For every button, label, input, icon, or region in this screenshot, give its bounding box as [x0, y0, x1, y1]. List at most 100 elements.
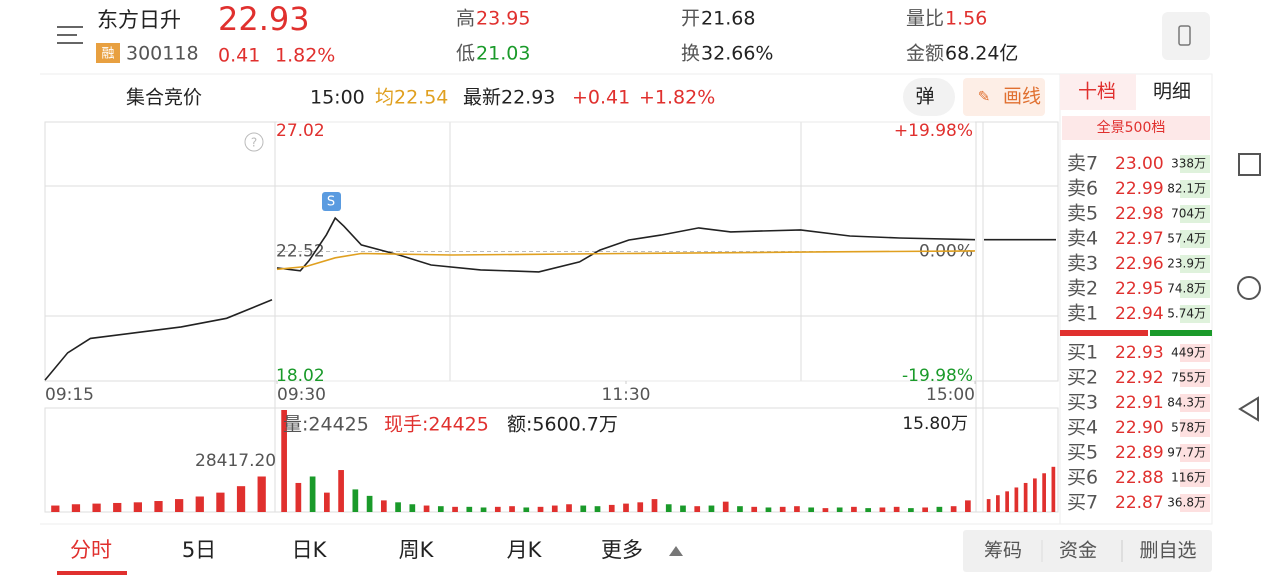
- level-price: 22.97: [1115, 229, 1164, 249]
- quote-pct: +1.82%: [639, 87, 715, 109]
- volume-bg: [1180, 394, 1210, 412]
- volume-bar: [751, 506, 758, 512]
- stat-label: 换: [681, 43, 700, 65]
- volume: 量:24425: [283, 414, 369, 436]
- volume-bar: [694, 506, 701, 512]
- tab-underline: [57, 571, 127, 575]
- level-price: 23.00: [1115, 154, 1164, 174]
- volume-bg: [1180, 494, 1210, 512]
- x-tick-label: 09:30: [277, 385, 326, 405]
- pre-volume-bar: [236, 486, 246, 512]
- device-button[interactable]: [1162, 12, 1210, 60]
- pop-button[interactable]: [903, 78, 955, 116]
- volume-bg: [1180, 205, 1210, 223]
- level-volume: 82.1万: [1167, 182, 1206, 196]
- level-label: 买2: [1067, 367, 1098, 389]
- volume-bar: [936, 506, 943, 512]
- action[interactable]: 删自选: [1139, 540, 1196, 562]
- volume-bar: [822, 508, 829, 512]
- book-tab[interactable]: 十档: [1078, 81, 1116, 103]
- chart-frame: [44, 121, 1059, 513]
- level-volume: 57.4万: [1167, 232, 1206, 246]
- level-label: 卖2: [1067, 278, 1098, 300]
- level-volume: 74.8万: [1167, 282, 1206, 296]
- book-title-bg[interactable]: [1062, 116, 1210, 140]
- volume-bg: [1180, 305, 1210, 323]
- stat-label: 开: [681, 8, 700, 30]
- tab[interactable]: 月K: [507, 538, 543, 562]
- pre-volume-bar: [216, 492, 225, 512]
- volume-bar: [566, 504, 572, 512]
- volume-bar: [594, 506, 601, 512]
- stat-value: 1.56: [945, 8, 987, 30]
- volume-bar: [865, 508, 872, 512]
- tab[interactable]: 更多: [601, 538, 643, 562]
- nav-recent[interactable]: [1238, 153, 1261, 176]
- level-volume: 704万: [1171, 207, 1206, 221]
- more-arrow[interactable]: [669, 546, 683, 556]
- volume-bar: [366, 495, 373, 512]
- stat-value: 21.68: [701, 8, 755, 30]
- volume-bar: [608, 504, 615, 512]
- draw-button[interactable]: [963, 78, 1045, 116]
- stock-code: 300118: [126, 43, 199, 65]
- level-volume: 84.3万: [1167, 396, 1206, 410]
- badge-bg: [96, 43, 120, 63]
- pct-tick-label: +19.98%: [894, 121, 973, 141]
- after-volume-bar: [1023, 482, 1028, 512]
- pre-volume-bar: [113, 502, 122, 512]
- nav-back[interactable]: [1238, 396, 1259, 422]
- level-volume: 23.9万: [1167, 257, 1206, 271]
- book-tab-active[interactable]: [1060, 74, 1136, 110]
- volume-bar: [722, 501, 729, 512]
- pre-volume-bar: [71, 504, 81, 512]
- volume-bg: [1180, 255, 1210, 273]
- nav-home[interactable]: [1237, 276, 1261, 300]
- volume-bar: [523, 507, 530, 512]
- change-pct: 1.82%: [275, 45, 335, 67]
- level-label: 卖5: [1067, 203, 1098, 225]
- hand: 现手:24425: [384, 414, 489, 436]
- level-price: 22.99: [1115, 179, 1164, 199]
- level-label: 买3: [1067, 392, 1098, 414]
- stat-value: 32.66%: [701, 43, 773, 65]
- level-label: 卖7: [1067, 153, 1098, 175]
- pop: 弹: [915, 86, 934, 108]
- book-tab[interactable]: 明细: [1153, 81, 1191, 103]
- volume-bar: [423, 505, 430, 512]
- level-price: 22.91: [1115, 393, 1164, 413]
- tab[interactable]: 周K: [399, 538, 435, 562]
- tab[interactable]: 分时: [70, 538, 112, 562]
- volume-bar: [879, 507, 886, 512]
- after-volume-bar: [1014, 487, 1019, 512]
- after-volume-bar: [1042, 473, 1046, 512]
- volume-bar: [950, 506, 957, 512]
- volume-bar: [551, 505, 558, 512]
- level-price: 22.89: [1115, 443, 1164, 463]
- pre-volume-bar: [51, 505, 60, 512]
- pre-volume-bar: [257, 476, 266, 512]
- volume-bar: [309, 476, 316, 512]
- tab[interactable]: 5日: [182, 538, 216, 562]
- after-volume-bar: [996, 495, 1000, 512]
- action[interactable]: 资金: [1059, 540, 1097, 562]
- volume-bar: [494, 506, 501, 512]
- stat-value: 23.95: [476, 8, 530, 30]
- volume-bar: [965, 500, 971, 512]
- after-volume-bar: [1005, 491, 1009, 512]
- volume-bar: [537, 506, 544, 512]
- help-icon[interactable]: [244, 132, 264, 152]
- mode: 集合竞价: [126, 87, 202, 109]
- level-label: 买5: [1067, 442, 1098, 464]
- volume-tick-label: 15.80万: [902, 414, 968, 434]
- volume-bg: [1180, 230, 1210, 248]
- tab[interactable]: 日K: [292, 538, 328, 562]
- volume-bg: [1180, 280, 1210, 298]
- ratio-green: [1150, 330, 1212, 336]
- pre-volume-bar: [195, 496, 204, 512]
- s-marker[interactable]: [322, 192, 341, 211]
- action[interactable]: 筹码: [984, 540, 1022, 562]
- volume-bg: [1180, 419, 1210, 437]
- level-volume: 338万: [1171, 157, 1206, 171]
- menu-icon[interactable]: [57, 26, 83, 44]
